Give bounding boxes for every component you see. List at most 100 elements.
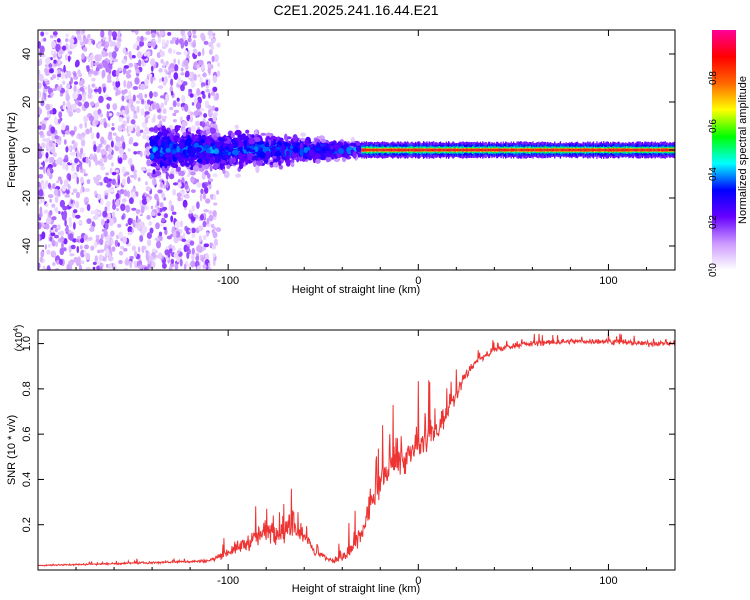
spectrogram-noise-cell [62, 71, 67, 76]
spectrogram-noise-cell [75, 214, 81, 219]
spectrogram-noise-cell [49, 198, 52, 203]
spectrogram-noise-cell [39, 58, 43, 66]
spectrogram-noise-cell [140, 205, 145, 214]
spectrogram-noise-cell [130, 119, 136, 125]
spectrogram-noise-cell [213, 238, 218, 246]
spectrogram-noise-cell [114, 239, 119, 247]
multiplier-close: ) [14, 325, 25, 328]
spectrogram-noise-cell [118, 250, 124, 256]
spectrogram-noise-cell [57, 224, 61, 231]
spectrogram-noise-cell [76, 176, 79, 185]
spectrogram-carrier-cell [552, 149, 555, 151]
spectrogram-noise-cell [85, 252, 91, 261]
spectrogram-signal-cell [324, 147, 330, 153]
spectrogram-noise-cell [46, 249, 51, 255]
spectrogram-carrier-cell [615, 149, 617, 151]
spectrogram-noise-cell [173, 58, 177, 64]
spectrogram-noise-cell [82, 168, 86, 174]
spectrogram-noise-cell [122, 236, 127, 244]
spectrogram-carrier-cell [547, 149, 549, 151]
spectrogram-noise-cell [70, 199, 74, 205]
spectrogram-noise-cell [86, 204, 91, 211]
spectrogram-noise-cell [38, 166, 45, 170]
spectrogram-noise-cell [77, 69, 81, 76]
spectrogram-signal-cell [260, 144, 265, 148]
spectrogram-noise-cell [146, 50, 151, 58]
spectrogram-carrier-cell [574, 149, 576, 151]
spectrogram-noise-cell [128, 98, 134, 105]
spectrogram-carrier-cell [531, 149, 533, 151]
spectrogram-noise-cell [73, 256, 79, 263]
spectrogram-noise-cell [102, 60, 109, 69]
spectrogram-y-tick-label: 40 [21, 48, 33, 60]
spectrogram-carrier-cell [503, 149, 506, 151]
spectrogram-noise-cell [72, 151, 77, 156]
spectrogram-signal-cell [272, 161, 280, 168]
spectrogram-noise-cell [69, 221, 73, 228]
spectrogram-signal-cell [198, 163, 203, 169]
spectrogram-signal-cell [179, 155, 186, 160]
spectrogram-noise-cell [189, 93, 194, 98]
spectrogram-noise-cell [191, 227, 196, 234]
spectrogram-carrier-cell [576, 149, 579, 151]
spectrogram-noise-cell [92, 266, 96, 270]
spectrogram-noise-cell [207, 79, 211, 86]
spectrogram-noise-cell [70, 77, 73, 85]
spectrogram-noise-cell [125, 73, 132, 79]
spectrogram-noise-cell [111, 51, 117, 59]
spectrogram-noise-cell [74, 157, 79, 164]
spectrogram-noise-cell [100, 198, 104, 206]
spectrogram-noise-cell [65, 146, 69, 153]
spectrogram-noise-cell [217, 62, 221, 67]
spectrogram-carrier-cell [560, 149, 563, 151]
spectrogram-noise-cell [47, 243, 51, 248]
spectrogram-carrier-cell [388, 149, 390, 151]
spectrogram-noise-cell [94, 109, 98, 114]
spectrogram-noise-cell [61, 45, 67, 51]
spectrogram-noise-cell [97, 86, 102, 95]
spectrogram-carrier-cell [535, 149, 538, 151]
spectrogram-noise-cell [136, 94, 142, 99]
spectrogram-noise-cell [45, 217, 52, 225]
spectrogram-noise-cell [93, 88, 99, 93]
spectrogram-signal-cell [320, 138, 327, 143]
spectrogram-noise-cell [146, 168, 152, 172]
spectrogram-carrier-cell [637, 149, 639, 151]
spectrogram-noise-cell [99, 113, 104, 118]
spectrogram-noise-cell [90, 245, 95, 251]
spectrogram-signal-cell [290, 145, 294, 150]
spectrogram-carrier-cell [433, 149, 435, 151]
spectrogram-noise-cell [73, 72, 77, 77]
spectrogram-carrier-cell [605, 149, 607, 151]
spectrogram-carrier-cell [627, 149, 629, 151]
spectrogram-noise-cell [127, 80, 131, 88]
spectrogram-carrier-cell [542, 149, 544, 151]
spectrogram-noise-cell [157, 212, 162, 216]
spectrogram-carrier-cell [509, 149, 511, 151]
spectrogram-noise-cell [124, 51, 129, 56]
spectrogram-carrier-cell [393, 149, 395, 151]
spectrogram-noise-cell [200, 32, 205, 40]
spectrogram-noise-cell [76, 150, 80, 157]
spectrogram-noise-cell [201, 90, 205, 95]
spectrogram-noise-cell [141, 98, 145, 105]
multiplier-base: (x10 [14, 331, 25, 351]
spectrogram-noise-cell [149, 227, 154, 234]
spectrogram-signal-cell [179, 170, 185, 177]
spectrogram-noise-cell [121, 109, 126, 114]
spectrogram-carrier-cell [524, 149, 526, 151]
spectrogram-noise-cell [72, 188, 78, 193]
spectrogram-carrier-cell [511, 149, 514, 151]
spectrogram-noise-cell [143, 52, 147, 57]
spectrogram-noise-cell [71, 163, 75, 169]
spectrogram-signal-cell [174, 125, 179, 133]
spectrogram-noise-cell [133, 123, 137, 128]
spectrogram-carrier-cell [477, 149, 479, 151]
spectrogram-noise-cell [134, 250, 138, 258]
spectrogram-noise-cell [66, 101, 71, 109]
spectrogram-noise-cell [164, 99, 168, 106]
spectrogram-noise-cell [189, 77, 194, 82]
spectrogram-noise-cell [143, 130, 149, 135]
spectrogram-noise-cell [51, 133, 57, 141]
spectrogram-noise-cell [63, 139, 67, 145]
